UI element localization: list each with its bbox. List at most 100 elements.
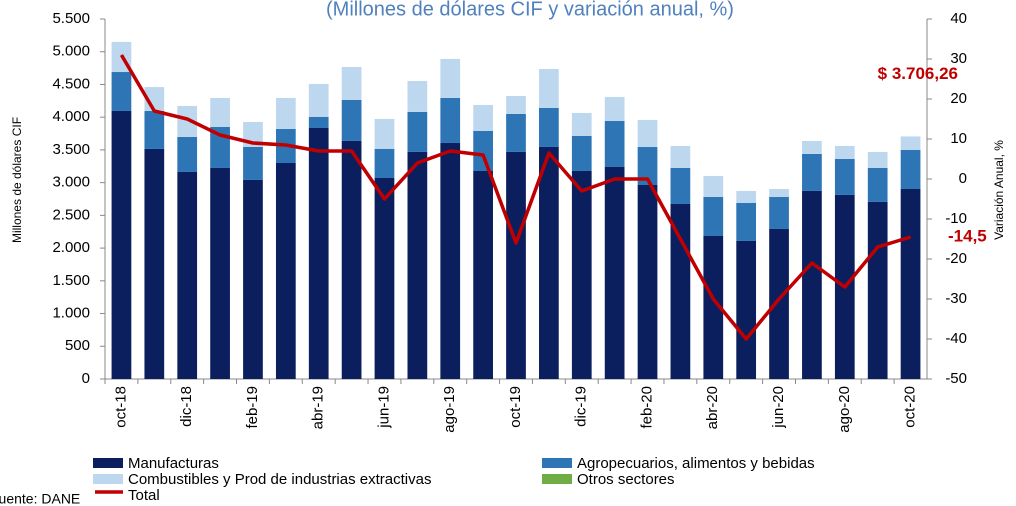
y-tick-label: 5.500 xyxy=(52,10,90,27)
bar-segment xyxy=(900,149,921,189)
bar-segment xyxy=(210,97,230,127)
bar-segment xyxy=(703,175,724,197)
bar-segment xyxy=(407,151,428,379)
bar-segment xyxy=(604,166,625,379)
y2-tick-label: 0 xyxy=(959,170,967,187)
y2-tick-label: 10 xyxy=(950,130,967,147)
bar-segment xyxy=(506,151,526,379)
bar-segment xyxy=(374,148,395,178)
x-tick-label: abr-19 xyxy=(310,386,327,429)
legend-swatch xyxy=(542,458,572,468)
bar-segment xyxy=(341,99,362,141)
bar-segment xyxy=(473,130,493,171)
bar-segment xyxy=(473,170,493,379)
bar-segment xyxy=(506,95,526,114)
legend-label: Total xyxy=(128,487,160,504)
bar-segment xyxy=(867,167,888,202)
annotation: -14,5 xyxy=(948,226,987,245)
x-tick-label: abr-20 xyxy=(704,386,721,429)
bar-segment xyxy=(210,167,230,379)
y-tick-label: 4.000 xyxy=(52,108,90,125)
bar-segment xyxy=(900,136,921,150)
chart-subtitle: (Millones de dólares CIF y variación anu… xyxy=(326,0,734,20)
bar-segment xyxy=(703,196,724,236)
bar-segment xyxy=(374,177,395,379)
bar-segment xyxy=(736,240,757,379)
bar-segment xyxy=(177,136,198,172)
y-tick-label: 3.500 xyxy=(52,141,90,158)
bar-segment xyxy=(604,96,625,121)
y2-tick-label: -30 xyxy=(945,290,967,307)
bar-segment xyxy=(802,190,822,379)
y-tick-label: 0 xyxy=(82,370,90,387)
bar-segment xyxy=(703,235,724,379)
bar-segment xyxy=(440,97,461,143)
bar-segment xyxy=(341,66,362,100)
x-tick-label: jun-19 xyxy=(375,386,392,429)
y-tick-label: 2.000 xyxy=(52,239,90,256)
bar-segment xyxy=(407,111,428,152)
bar-segment xyxy=(802,140,822,154)
x-tick-label: oct-19 xyxy=(507,386,524,428)
bar-segment xyxy=(407,80,428,112)
bar-segment xyxy=(177,171,198,379)
x-tick-label: ago-19 xyxy=(441,386,458,433)
y-tick-label: 5.000 xyxy=(52,43,90,60)
bar-segment xyxy=(637,146,658,185)
y-tick-label: 3.000 xyxy=(52,174,90,191)
bar-segment xyxy=(177,105,198,137)
line xyxy=(119,54,912,341)
bar-segment xyxy=(539,146,559,379)
bar-segment xyxy=(571,170,592,379)
y-tick-label: 500 xyxy=(65,337,90,354)
bar-segment xyxy=(571,135,592,171)
y-tick-label: 1.000 xyxy=(52,305,90,322)
y2-tick-label: 40 xyxy=(950,10,967,27)
bar-segment xyxy=(571,112,592,136)
bar-segment xyxy=(736,190,757,203)
bar-segment xyxy=(637,119,658,147)
bar-segment xyxy=(867,151,888,168)
bar-segment xyxy=(506,113,526,152)
y-tick-label: 1.500 xyxy=(52,272,90,289)
y2-tick-label: 20 xyxy=(950,90,967,107)
bar-segment xyxy=(308,127,329,380)
source: Fuente: DANE xyxy=(0,491,80,506)
bar-segment xyxy=(308,116,329,128)
bar-segment xyxy=(111,72,132,111)
bar-segment xyxy=(736,202,757,241)
y-tick-label: 4.500 xyxy=(52,75,90,92)
x-tick-label: feb-20 xyxy=(638,386,655,429)
bar-segment xyxy=(539,68,559,108)
bar-segment xyxy=(670,203,691,379)
x-tick-label: oct-20 xyxy=(902,386,919,428)
bar-segment xyxy=(308,83,329,117)
bar-segment xyxy=(900,188,921,379)
bar-segment xyxy=(670,167,691,204)
x-tick-label: ago-20 xyxy=(836,386,853,433)
bar-segment xyxy=(243,179,263,379)
y2-tick-label: 30 xyxy=(950,50,967,67)
y-tick-label: 2.500 xyxy=(52,206,90,223)
x-tick-label: oct-18 xyxy=(112,386,129,428)
legend-label: Combustibles y Prod de industrias extrac… xyxy=(128,471,431,488)
bar-segment xyxy=(440,58,461,98)
bar-segment xyxy=(473,104,493,131)
bar-segment xyxy=(440,142,461,379)
bar-segment xyxy=(111,110,132,380)
legend-swatch xyxy=(93,474,123,484)
bar-segment xyxy=(275,163,296,379)
x-tick-label: feb-19 xyxy=(244,386,261,429)
bar-segment xyxy=(802,153,822,191)
bar-segment xyxy=(670,145,691,168)
x-tick-label: jun-20 xyxy=(770,386,787,429)
bar-segment xyxy=(539,107,559,147)
legend-swatch xyxy=(542,474,572,484)
legend-swatch xyxy=(93,458,123,468)
y2-tick-label: -50 xyxy=(945,370,967,387)
bar-segment xyxy=(144,148,165,379)
legend-label: Otros sectores xyxy=(577,471,675,488)
bar-segment xyxy=(604,120,625,167)
bar-segment xyxy=(769,228,789,379)
